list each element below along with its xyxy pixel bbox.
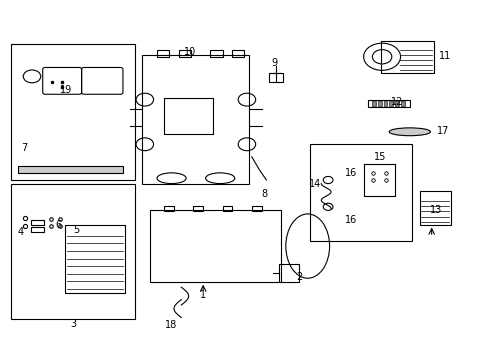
Bar — [222, 206, 232, 211]
Text: 10: 10 — [183, 47, 196, 57]
Text: 16: 16 — [345, 168, 357, 178]
Text: 8: 8 — [261, 189, 266, 199]
Bar — [419, 191, 450, 225]
Bar — [368, 100, 409, 107]
Text: 18: 18 — [164, 320, 176, 330]
Text: 3: 3 — [70, 319, 76, 329]
Bar — [400, 102, 404, 106]
Text: 14: 14 — [308, 179, 321, 189]
Bar — [251, 206, 261, 211]
Text: 2: 2 — [295, 272, 302, 282]
Text: 4: 4 — [18, 227, 24, 237]
Bar — [232, 50, 244, 57]
Bar — [179, 50, 191, 57]
Bar — [371, 102, 375, 106]
Bar — [268, 73, 283, 82]
Bar — [64, 225, 125, 293]
Text: 17: 17 — [436, 126, 448, 136]
Text: 19: 19 — [60, 85, 72, 95]
Bar — [309, 144, 411, 241]
Bar — [157, 50, 169, 57]
Text: 12: 12 — [390, 97, 402, 107]
Bar — [278, 264, 298, 282]
Text: 1: 1 — [200, 290, 206, 300]
Text: 5: 5 — [74, 225, 80, 235]
Text: 15: 15 — [373, 152, 385, 162]
Text: 16: 16 — [345, 215, 357, 225]
Ellipse shape — [388, 128, 429, 136]
Bar — [380, 41, 433, 73]
Bar — [377, 102, 381, 106]
Bar — [210, 50, 222, 57]
Text: 6: 6 — [56, 220, 61, 230]
Bar — [388, 102, 392, 106]
Bar — [193, 206, 203, 211]
Bar — [30, 227, 44, 232]
Text: 9: 9 — [271, 58, 277, 68]
Bar — [11, 44, 135, 180]
Bar — [19, 166, 122, 173]
Bar — [30, 220, 44, 225]
Bar — [142, 55, 249, 184]
Bar — [394, 102, 398, 106]
Text: 11: 11 — [438, 51, 450, 61]
Text: 7: 7 — [21, 143, 28, 153]
Bar — [11, 184, 135, 319]
Text: 13: 13 — [429, 205, 442, 215]
Bar — [164, 206, 174, 211]
Bar — [363, 164, 394, 196]
Bar — [383, 102, 386, 106]
Bar — [164, 98, 212, 134]
Bar — [149, 210, 281, 282]
